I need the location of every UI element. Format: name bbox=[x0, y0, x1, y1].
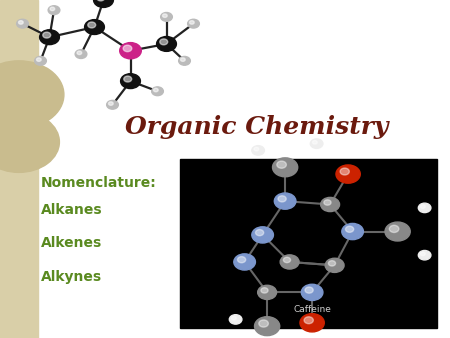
Circle shape bbox=[252, 146, 265, 155]
Circle shape bbox=[124, 76, 132, 82]
Circle shape bbox=[35, 56, 46, 65]
Circle shape bbox=[0, 112, 59, 172]
Circle shape bbox=[17, 19, 28, 28]
Circle shape bbox=[188, 19, 199, 28]
Circle shape bbox=[420, 252, 425, 256]
Bar bbox=[180, 159, 436, 328]
Circle shape bbox=[94, 0, 113, 7]
Circle shape bbox=[310, 139, 323, 148]
Circle shape bbox=[75, 50, 87, 58]
Text: Caffeine: Caffeine bbox=[293, 305, 331, 314]
Circle shape bbox=[385, 222, 410, 241]
Circle shape bbox=[18, 21, 23, 24]
Circle shape bbox=[304, 317, 313, 324]
Circle shape bbox=[305, 287, 313, 293]
Circle shape bbox=[85, 20, 104, 34]
Circle shape bbox=[230, 315, 242, 324]
Circle shape bbox=[40, 30, 59, 45]
Circle shape bbox=[324, 200, 331, 205]
Text: Alkynes: Alkynes bbox=[40, 270, 102, 284]
Circle shape bbox=[157, 37, 176, 51]
Circle shape bbox=[189, 21, 194, 24]
Text: Alkanes: Alkanes bbox=[40, 202, 102, 217]
Circle shape bbox=[50, 7, 55, 11]
Circle shape bbox=[300, 314, 324, 332]
Circle shape bbox=[43, 32, 51, 38]
Circle shape bbox=[259, 320, 268, 327]
Circle shape bbox=[321, 197, 340, 212]
Circle shape bbox=[346, 226, 354, 232]
Circle shape bbox=[0, 61, 64, 128]
Text: Nomenclature:: Nomenclature: bbox=[40, 175, 156, 190]
Text: Alkenes: Alkenes bbox=[40, 236, 102, 250]
Circle shape bbox=[418, 203, 431, 213]
Circle shape bbox=[284, 257, 291, 263]
Circle shape bbox=[278, 196, 286, 202]
Circle shape bbox=[123, 45, 132, 52]
Circle shape bbox=[280, 255, 299, 269]
Circle shape bbox=[420, 205, 425, 208]
Circle shape bbox=[179, 56, 190, 65]
Circle shape bbox=[238, 257, 246, 263]
Circle shape bbox=[256, 230, 264, 236]
Circle shape bbox=[277, 161, 286, 168]
Circle shape bbox=[261, 288, 268, 293]
Text: Organic Chemistry: Organic Chemistry bbox=[125, 115, 388, 139]
Circle shape bbox=[153, 88, 158, 92]
Circle shape bbox=[234, 254, 256, 270]
Circle shape bbox=[180, 58, 185, 62]
Circle shape bbox=[161, 13, 172, 21]
Circle shape bbox=[160, 39, 168, 45]
Circle shape bbox=[312, 141, 317, 144]
Circle shape bbox=[88, 22, 96, 28]
Circle shape bbox=[254, 147, 259, 151]
Circle shape bbox=[336, 165, 360, 183]
Circle shape bbox=[121, 74, 140, 89]
Circle shape bbox=[389, 225, 399, 233]
Circle shape bbox=[162, 14, 167, 18]
Circle shape bbox=[36, 58, 41, 62]
Circle shape bbox=[97, 0, 105, 1]
Circle shape bbox=[152, 87, 163, 96]
Circle shape bbox=[108, 102, 113, 105]
Circle shape bbox=[107, 100, 118, 109]
Circle shape bbox=[274, 193, 296, 209]
Circle shape bbox=[418, 250, 431, 260]
Circle shape bbox=[258, 285, 277, 299]
Circle shape bbox=[325, 258, 344, 272]
Circle shape bbox=[342, 223, 364, 240]
Circle shape bbox=[120, 43, 141, 59]
Circle shape bbox=[231, 316, 236, 320]
Bar bbox=[0, 0, 38, 338]
Circle shape bbox=[252, 227, 274, 243]
Circle shape bbox=[77, 51, 82, 55]
Circle shape bbox=[328, 261, 336, 266]
Circle shape bbox=[255, 317, 280, 336]
Circle shape bbox=[340, 168, 349, 175]
Circle shape bbox=[302, 284, 323, 300]
Circle shape bbox=[48, 6, 60, 15]
Circle shape bbox=[273, 158, 298, 177]
